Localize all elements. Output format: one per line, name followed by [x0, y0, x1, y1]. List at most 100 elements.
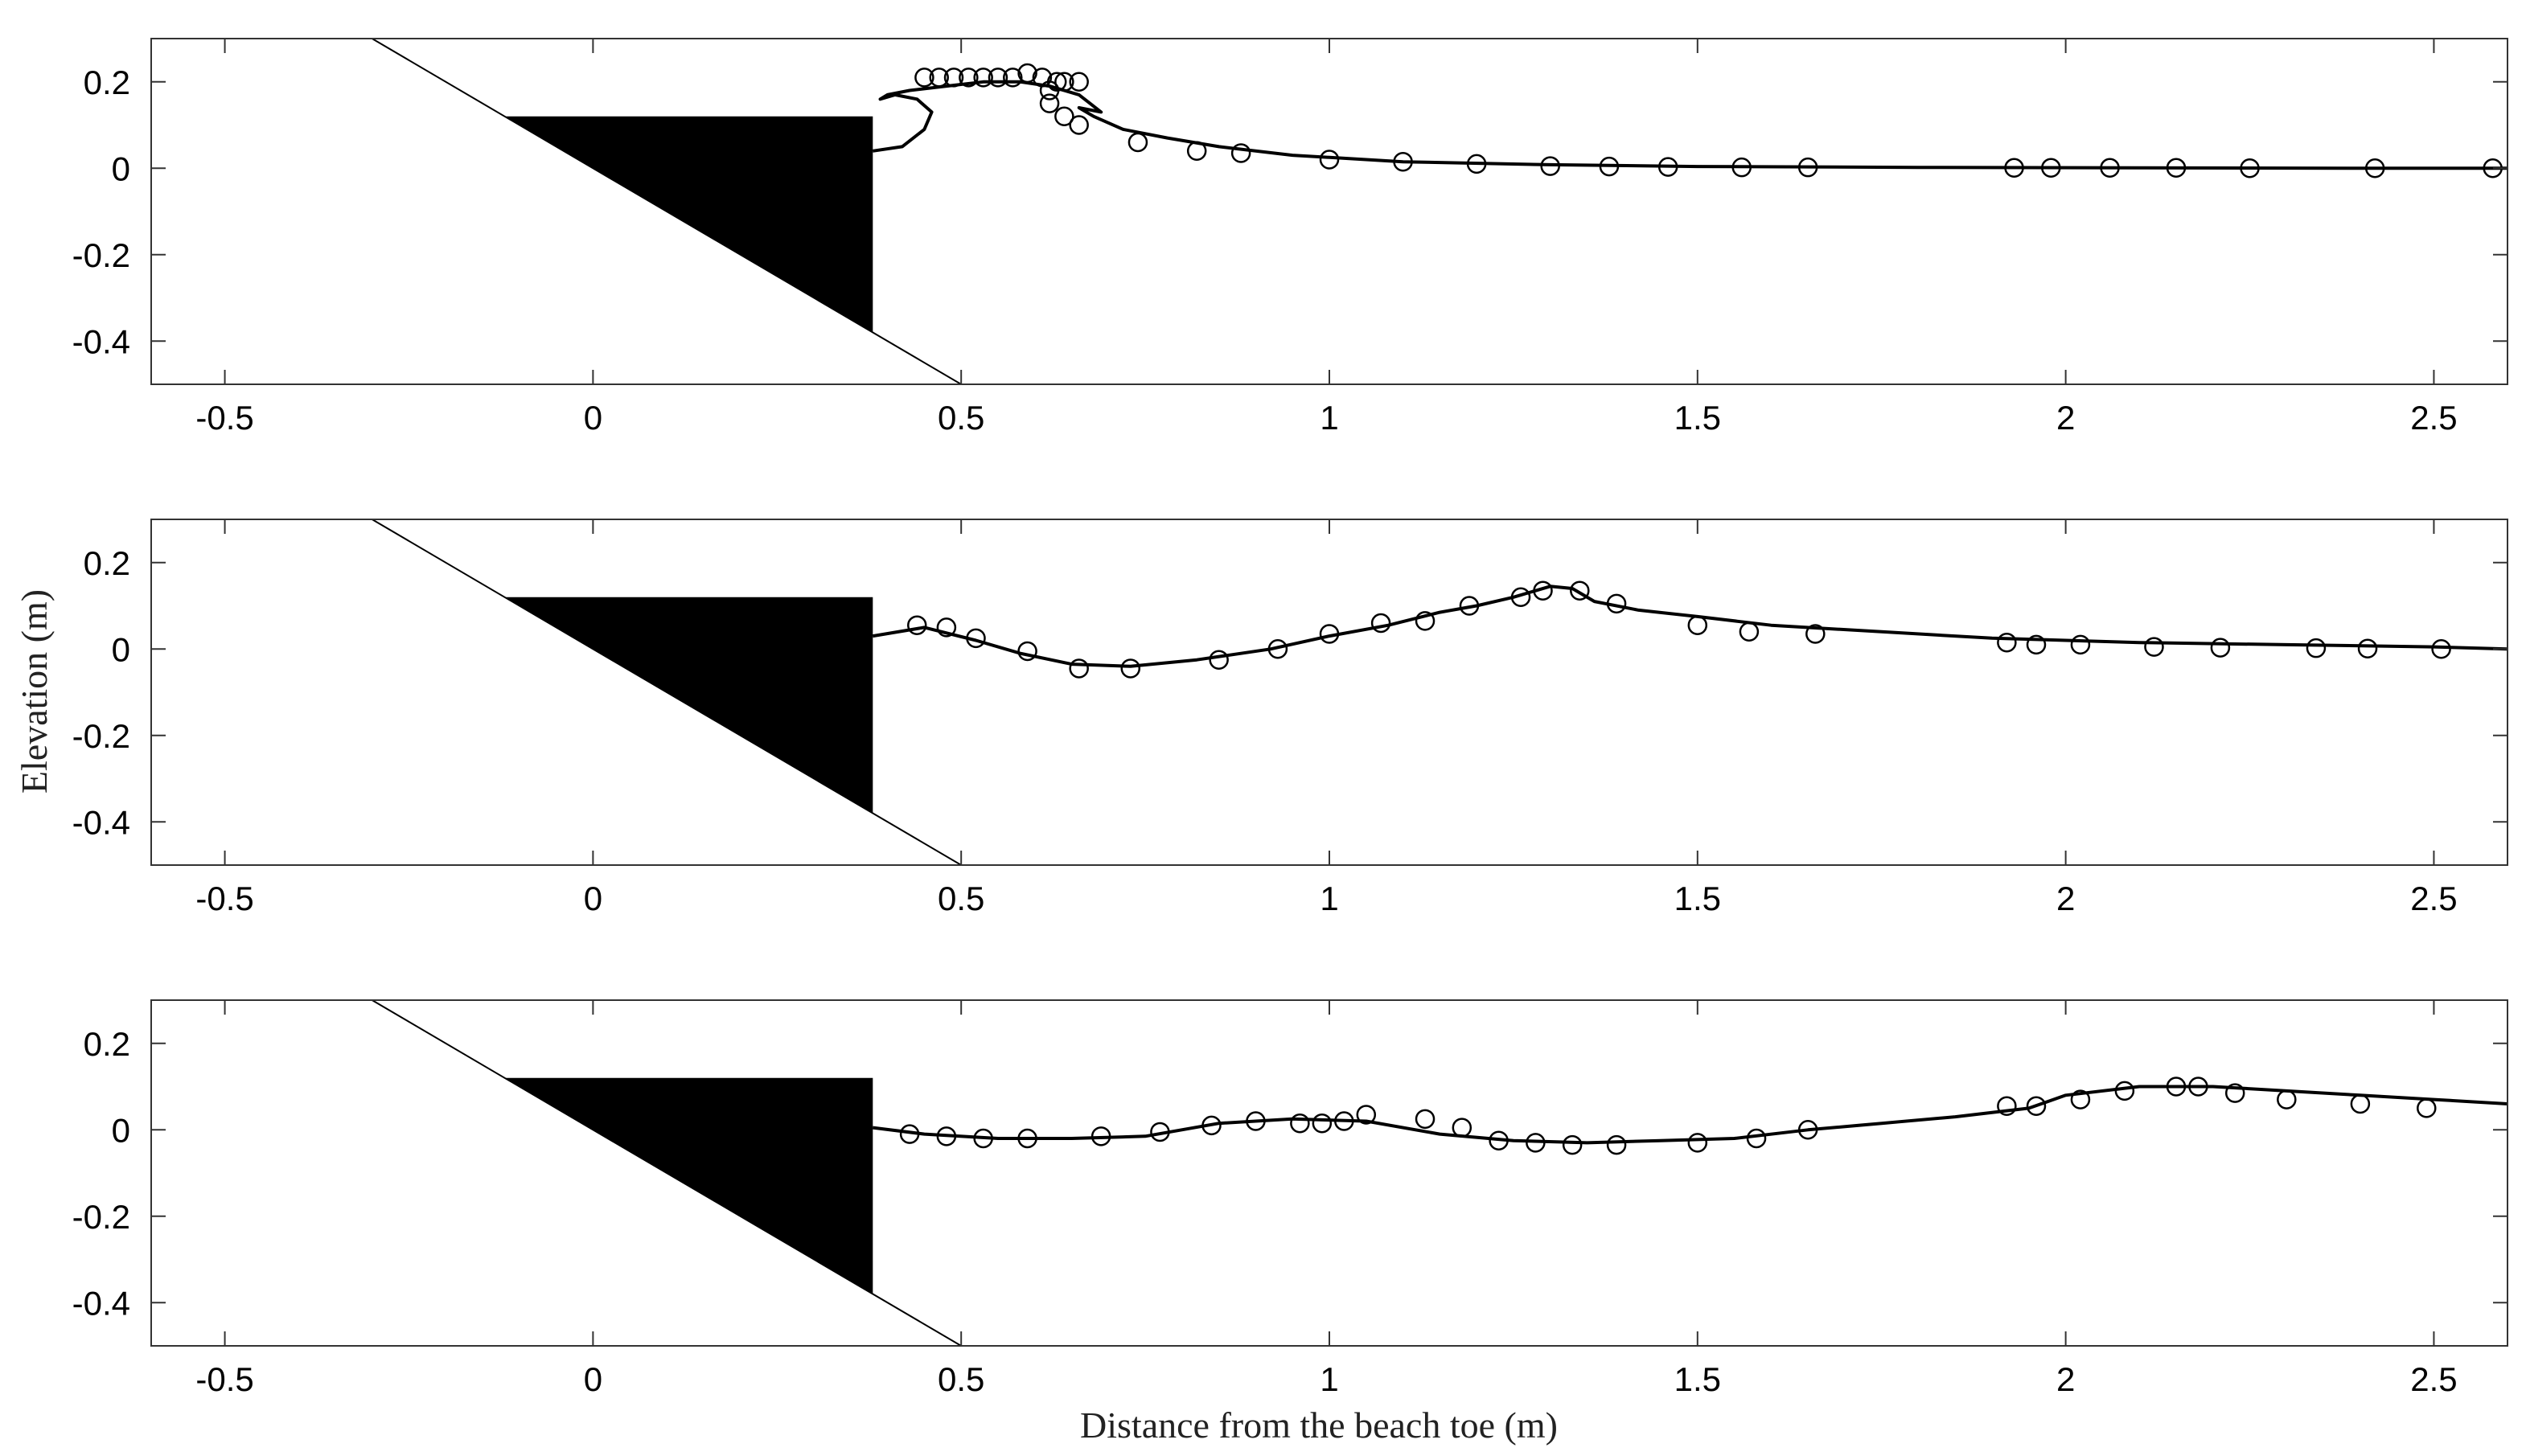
data-point [966, 628, 986, 649]
x-tick-label: 0.5 [938, 399, 984, 437]
data-point [936, 617, 957, 638]
data-point [1046, 72, 1067, 92]
data-point [988, 68, 1008, 88]
plot-area [372, 39, 2508, 384]
data-point [1393, 151, 1413, 172]
data-point [1797, 157, 1818, 178]
data-point [1687, 1133, 1708, 1153]
y-tick-label: -0.4 [72, 1284, 130, 1322]
data-point [2114, 1081, 2135, 1101]
x-tick-label: 2 [2056, 399, 2075, 437]
plot-area [372, 519, 2508, 865]
data-point [2070, 634, 2091, 655]
x-tick-label: 0 [584, 880, 602, 917]
data-point [1459, 596, 1480, 616]
free-surface-line [873, 1085, 2508, 1145]
y-tick-label: -0.2 [72, 236, 130, 274]
x-tick-label: 1 [1320, 880, 1338, 917]
x-tick-label: -0.5 [195, 880, 253, 917]
axes-box [150, 38, 2508, 385]
data-point [2144, 637, 2164, 657]
axes-box [150, 519, 2508, 866]
data-point [1267, 639, 1288, 659]
data-point [973, 1128, 993, 1149]
panels-group: -0.5 0 0.5 1 1.5 2 2.5 0.2 0 -0.2 -0.4 -0.5 0 0.5 1 1.5… [72, 38, 2508, 1398]
data-point [1657, 157, 1678, 177]
y-tick-label: -0.2 [72, 1198, 130, 1236]
data-point [1054, 106, 1074, 126]
data-point [1452, 1118, 1472, 1138]
y-tick-label: -0.4 [72, 803, 130, 841]
x-tick-label: 0 [584, 1360, 602, 1398]
data-point [1805, 624, 1826, 644]
data-point [2240, 158, 2260, 178]
structure-polygon [504, 597, 873, 814]
x-tick-label: 1 [1320, 1360, 1338, 1398]
y-tick-label: -0.2 [72, 717, 130, 755]
data-point [2364, 158, 2385, 178]
data-point [1687, 615, 1708, 635]
data-point [1540, 156, 1560, 176]
data-point [1319, 624, 1340, 644]
data-point [1003, 68, 1023, 88]
x-tick-label: 2.5 [2410, 880, 2457, 917]
x-axis-label: Distance from the beach toe (m) [1080, 1405, 1558, 1446]
data-point [1415, 1109, 1436, 1130]
data-point [1739, 621, 1760, 642]
y-tick-label: 0 [112, 150, 130, 187]
panel-2: -0.5 0 0.5 1 1.5 2 2.5 0.2 0 -0.2 -0.4 [72, 519, 2508, 917]
data-point [1997, 1096, 2017, 1116]
data-point [1209, 650, 1229, 670]
data-point [1069, 658, 1089, 679]
data-point [1090, 1126, 1111, 1146]
structure-polygon [504, 1077, 873, 1294]
y-tick-label: 0 [112, 1111, 130, 1149]
data-point [1533, 580, 1553, 601]
y-tick-label: 0.2 [84, 1025, 130, 1063]
data-point [2026, 634, 2047, 655]
data-point [1731, 157, 1752, 178]
data-point [1017, 641, 1037, 662]
data-point [2417, 1098, 2437, 1118]
data-point [2026, 1096, 2047, 1116]
free-surface-line [872, 584, 2508, 668]
data-point [2188, 1077, 2208, 1097]
data-point [1069, 115, 1089, 135]
data-point [929, 68, 949, 88]
data-point [1599, 156, 1620, 177]
data-point [1120, 658, 1141, 679]
data-point [2277, 1089, 2297, 1109]
panel-1: -0.5 0 0.5 1 1.5 2 2.5 0.2 0 -0.2 -0.4 [72, 38, 2508, 437]
x-tick-label: 2.5 [2410, 1360, 2457, 1398]
data-point [1746, 1128, 1767, 1149]
y-tick-label: 0.2 [84, 64, 130, 101]
data-point [1606, 1134, 1627, 1155]
data-point [943, 68, 964, 88]
x-tick-label: 1.5 [1674, 399, 1721, 437]
data-point [1150, 1122, 1170, 1142]
data-point [2100, 158, 2120, 178]
x-tick-label: 1.5 [1674, 880, 1721, 917]
panel-3: -0.5 0 0.5 1 1.5 2 2.5 0.2 0 -0.2 -0.4 [72, 999, 2508, 1398]
data-point [936, 1126, 957, 1146]
y-axis-label: Elevation (m) [14, 589, 55, 794]
data-point [959, 68, 979, 88]
data-point [899, 1124, 920, 1144]
structure-polygon [504, 116, 873, 333]
data-point [914, 68, 934, 88]
data-point [1069, 72, 1089, 92]
data-point [2357, 638, 2378, 658]
y-tick-label: 0.2 [84, 544, 130, 582]
data-point [1466, 154, 1487, 174]
data-point [1290, 1113, 1310, 1134]
data-point [1054, 72, 1074, 92]
x-tick-label: -0.5 [195, 1360, 253, 1398]
data-point [907, 615, 927, 635]
data-point [2350, 1093, 2371, 1114]
data-point [1039, 93, 1060, 113]
free-surface-line [873, 80, 2508, 170]
y-tick-label: -0.4 [72, 322, 130, 360]
x-tick-label: 0 [584, 399, 602, 437]
data-point [1017, 1128, 1037, 1149]
x-tick-label: 2 [2056, 880, 2075, 917]
